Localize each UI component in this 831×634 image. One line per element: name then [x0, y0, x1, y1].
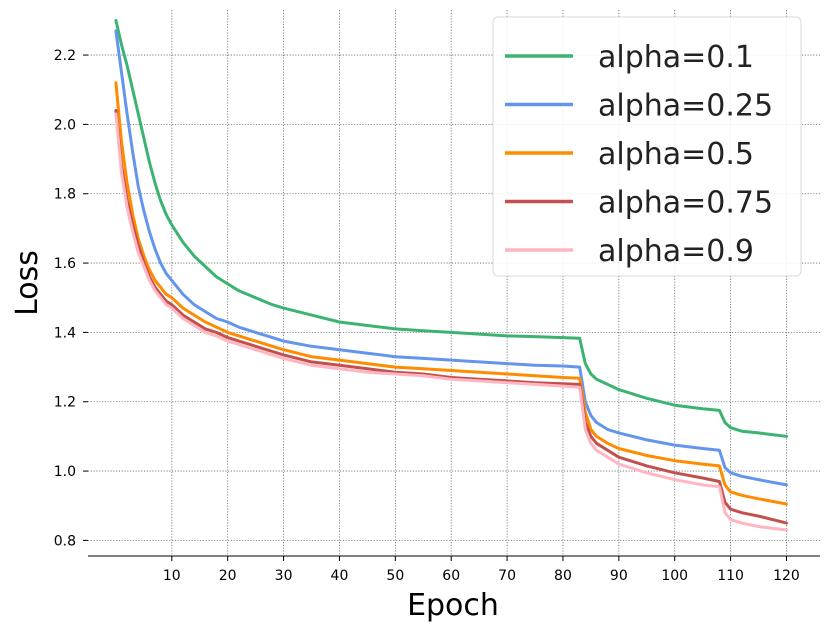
x-tick-label: 100 [661, 568, 688, 584]
y-tick-label: 1.6 [54, 256, 76, 272]
legend-label-4: alpha=0.75 [598, 186, 773, 221]
x-tick-label: 70 [498, 568, 516, 584]
x-tick-label: 10 [163, 568, 181, 584]
legend-label-3: alpha=0.5 [598, 137, 754, 172]
series-line-5 [114, 112, 788, 532]
series-line-4 [114, 109, 788, 525]
x-ticks: 10 20 30 40 50 60 70 80 90 100 110 120 [163, 556, 800, 584]
x-tick-label: 90 [610, 568, 628, 584]
legend-label-5: alpha=0.9 [598, 234, 754, 269]
x-tick-label: 120 [773, 568, 800, 584]
x-tick-label: 110 [717, 568, 744, 584]
y-tick-label: 0.8 [54, 533, 76, 549]
x-tick-label: 20 [219, 568, 237, 584]
y-tick-label: 2.2 [54, 48, 76, 64]
y-tick-label: 1.0 [54, 464, 76, 480]
y-tick-label: 1.4 [54, 325, 76, 341]
x-tick-label: 40 [331, 568, 349, 584]
y-tick-label: 1.2 [54, 395, 76, 411]
x-tick-label: 60 [442, 568, 460, 584]
legend-label-1: alpha=0.1 [598, 40, 754, 75]
y-ticks: 0.8 1.0 1.2 1.4 1.6 1.8 2.0 2.2 [54, 48, 88, 549]
y-axis-title: Loss [10, 250, 45, 316]
series-lines [114, 18, 788, 532]
x-tick-label: 80 [554, 568, 572, 584]
x-axis-title: Epoch [407, 588, 499, 623]
series-line-2 [114, 29, 788, 487]
x-tick-label: 50 [386, 568, 404, 584]
y-tick-label: 2.0 [54, 117, 76, 133]
series-line-3 [114, 81, 788, 506]
series-line-1 [114, 18, 788, 438]
legend: alpha=0.1 alpha=0.25 alpha=0.5 alpha=0.75 al… [492, 16, 802, 277]
y-tick-label: 1.8 [54, 187, 76, 203]
legend-box [492, 16, 802, 277]
x-tick-label: 30 [275, 568, 293, 584]
legend-label-2: alpha=0.25 [598, 89, 773, 124]
